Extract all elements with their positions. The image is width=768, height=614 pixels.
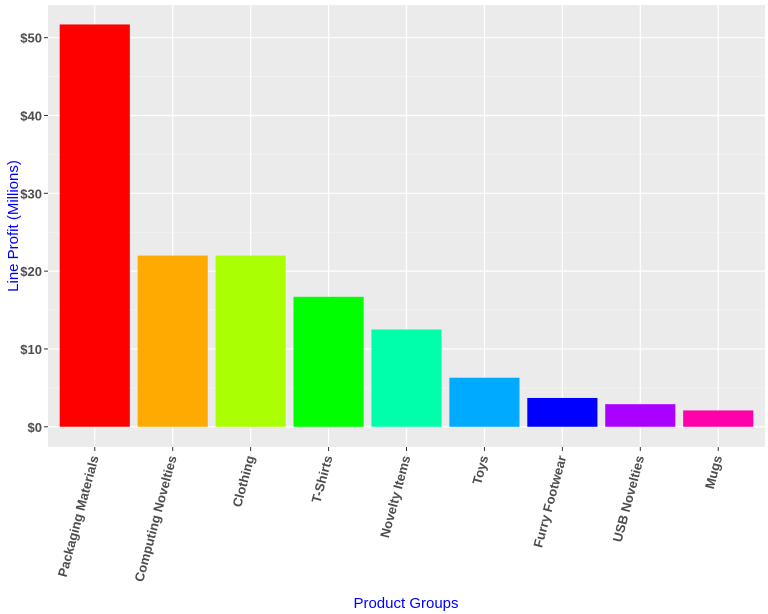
y-tick-label: $30	[20, 186, 42, 201]
x-tick-label: Packaging Materials	[55, 454, 102, 579]
x-tick-label: Furry Footwear	[530, 454, 569, 549]
bar-novelty-items	[371, 329, 442, 427]
x-tick-label: Computing Novelties	[131, 454, 179, 583]
bar-mugs	[683, 410, 754, 427]
y-axis-title: Line Profit (Millions)	[5, 160, 22, 292]
bar-packaging-materials	[59, 24, 130, 427]
bar-clothing	[215, 255, 286, 427]
bar-furry-footwear	[527, 397, 598, 427]
x-tick-label: T-Shirts	[308, 454, 335, 505]
bar-usb-novelties	[605, 404, 676, 427]
x-tick-label: Toys	[469, 454, 491, 486]
y-tick-label: $10	[20, 342, 42, 357]
y-tick-label: $20	[20, 264, 42, 279]
x-tick-label: Novelty Items	[377, 454, 413, 540]
y-tick-label: $0	[28, 420, 42, 435]
x-tick-label: Clothing	[229, 454, 257, 509]
bar-t-shirts	[293, 296, 364, 427]
bar-computing-novelties	[137, 255, 208, 427]
bar-toys	[449, 377, 520, 427]
x-tick-label: USB Novelties	[610, 454, 647, 544]
y-tick-label: $50	[20, 31, 42, 46]
x-tick-label: Mugs	[702, 454, 725, 491]
x-axis-title: Product Groups	[353, 595, 458, 612]
y-tick-label: $40	[20, 109, 42, 124]
